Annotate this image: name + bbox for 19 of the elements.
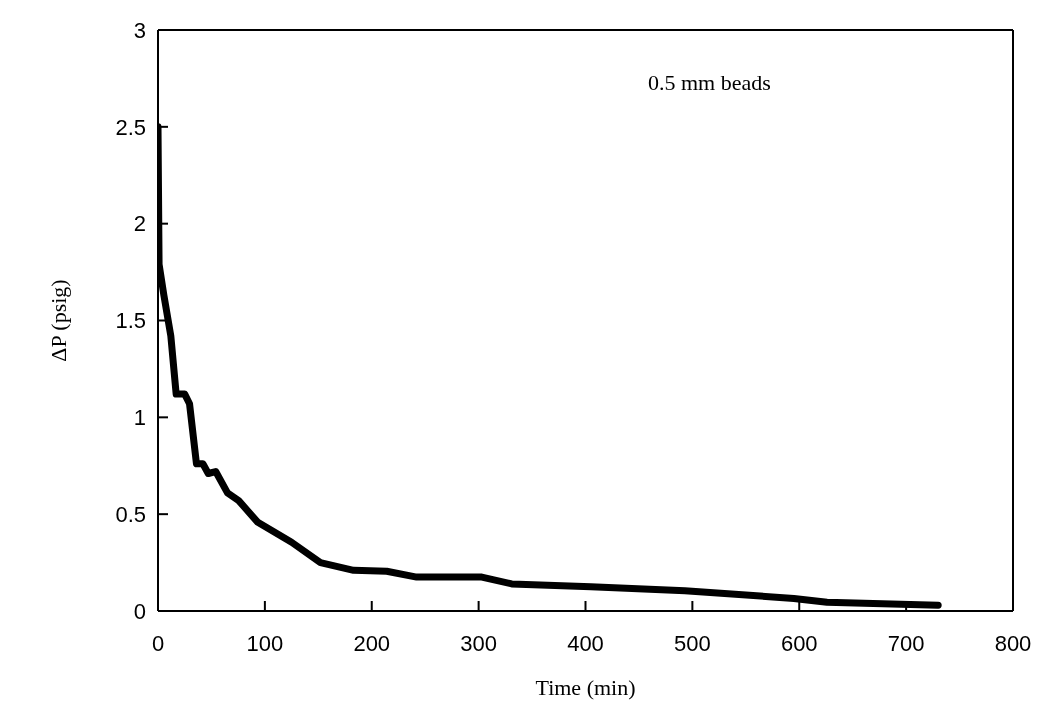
y-tick-label: 1.5 (115, 308, 146, 334)
y-tick-label: 1 (133, 405, 146, 431)
x-tick-label: 500 (674, 630, 711, 656)
x-axis-title: Time (min) (535, 675, 636, 700)
x-tick-label: 200 (353, 630, 391, 656)
x-tick-label: 700 (887, 630, 925, 656)
x-tick-label: 400 (567, 630, 604, 656)
y-axis-title: ΔP (psig) (45, 279, 71, 362)
note-text: 0.5 mm beads (648, 70, 771, 96)
x-tick-label: 800 (994, 630, 1032, 656)
y-tick-label: 3 (133, 17, 146, 43)
x-tick-label: 0 (151, 630, 165, 656)
y-tick-label: 2.5 (115, 114, 146, 140)
x-tick-label: 600 (780, 630, 818, 656)
y-tick-label: 0 (133, 598, 146, 624)
x-tick-label: 100 (246, 630, 284, 656)
y-tick-label: 0.5 (115, 501, 146, 527)
x-tick-label: 300 (460, 630, 497, 656)
y-tick-label: 2 (133, 211, 146, 237)
